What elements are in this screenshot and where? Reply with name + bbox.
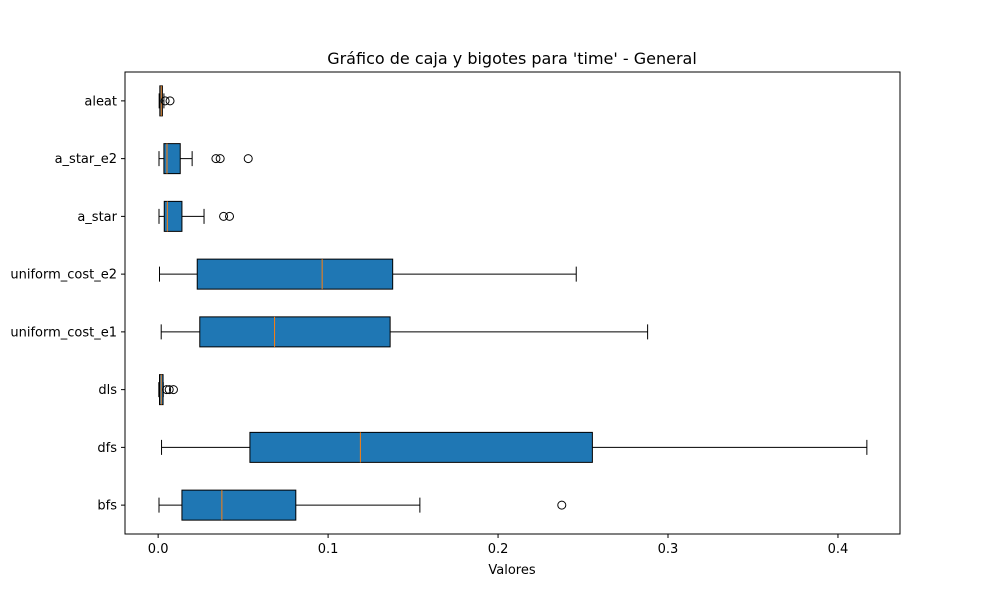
x-tick-label: 0.4 — [828, 542, 849, 557]
box-group-bfs — [158, 489, 567, 521]
outlier-point — [160, 96, 170, 106]
y-tick-label: a_star — [77, 210, 117, 225]
y-tick-label: aleat — [84, 94, 117, 109]
box-iqr — [196, 258, 394, 290]
box-group-a_star — [158, 200, 235, 232]
outlier-point — [243, 154, 253, 164]
x-tick-label: 0.0 — [148, 542, 169, 557]
x-tick-label: 0.2 — [488, 542, 509, 557]
box-iqr — [163, 143, 181, 175]
y-axis: aleat a_star_e2 a_star uniform_cost_e2unifo… — [10, 94, 125, 514]
outlier-point — [215, 154, 225, 164]
y-tick-label: dls — [98, 383, 117, 398]
box-group-dfs — [161, 431, 868, 463]
y-tick-label: uniform_cost_e2 — [10, 268, 117, 283]
box-group-dls — [158, 374, 178, 406]
plot-frame — [124, 71, 901, 535]
box-group-a_star_e2 — [158, 143, 253, 175]
outlier-point — [219, 211, 229, 221]
x-axis-label: Valores — [488, 563, 535, 578]
box-iqr — [181, 489, 297, 521]
box-iqr — [163, 200, 183, 232]
chart-title: Gráfico de caja y bigotes para 'time' - … — [327, 49, 697, 68]
box-group-uniform_cost_e2 — [159, 258, 577, 290]
outlier-point — [168, 385, 178, 395]
box-group-uniform_cost_e1 — [160, 316, 649, 348]
outlier-point — [211, 154, 221, 164]
box-iqr — [249, 431, 593, 463]
outlier-point — [557, 500, 567, 510]
x-tick-label: 0.3 — [658, 542, 679, 557]
y-tick-label: a_star_e2 — [55, 152, 117, 167]
y-tick-label: uniform_cost_e1 — [10, 325, 117, 340]
outlier-point — [225, 211, 235, 221]
box-iqr — [199, 316, 391, 348]
y-tick-label: dfs — [97, 441, 117, 456]
outlier-point — [164, 385, 174, 395]
y-tick-label: bfs — [97, 499, 117, 514]
box-group-aleat — [158, 85, 175, 117]
outlier-point — [165, 96, 175, 106]
x-axis: 0.0 0.1 0.2 0.3 0.4 — [148, 534, 849, 557]
plot-area — [158, 85, 868, 521]
outlier-point — [162, 385, 172, 395]
x-tick-label: 0.1 — [318, 542, 339, 557]
